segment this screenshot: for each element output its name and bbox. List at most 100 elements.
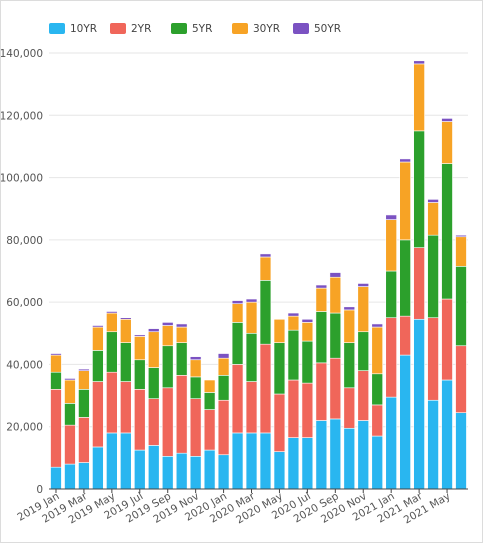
bar-segment-5yr[interactable] <box>329 312 342 359</box>
bar-segment-2yr[interactable] <box>329 357 342 420</box>
bar-segment-10yr[interactable] <box>371 435 383 490</box>
bar-segment-2yr[interactable] <box>120 381 132 434</box>
bar-segment-50yr[interactable] <box>64 378 76 381</box>
bar-segment-50yr[interactable] <box>287 312 300 317</box>
bar-segment-30yr[interactable] <box>189 359 202 378</box>
bar-segment-50yr[interactable] <box>231 300 244 305</box>
bar-segment-30yr[interactable] <box>385 219 397 272</box>
bar-segment-30yr[interactable] <box>148 331 160 368</box>
bar-segment-2yr[interactable] <box>315 362 328 421</box>
bar-segment-50yr[interactable] <box>259 253 272 258</box>
bar-segment-50yr[interactable] <box>189 356 202 361</box>
bar-segment-10yr[interactable] <box>231 432 244 490</box>
bar-segment-30yr[interactable] <box>175 326 188 343</box>
bar-segment-2yr[interactable] <box>50 389 62 468</box>
bar-segment-50yr[interactable] <box>175 323 188 328</box>
bar-segment-50yr[interactable] <box>245 298 258 303</box>
bar-segment-50yr[interactable] <box>217 353 230 359</box>
bar-segment-30yr[interactable] <box>120 318 132 343</box>
bar-segment-2yr[interactable] <box>245 381 258 434</box>
bar-segment-2yr[interactable] <box>385 317 397 398</box>
bar-segment-10yr[interactable] <box>64 463 76 490</box>
bar-segment-2yr[interactable] <box>343 387 356 429</box>
bar-segment-50yr[interactable] <box>148 328 160 333</box>
bar-segment-10yr[interactable] <box>175 452 188 490</box>
bar-segment-50yr[interactable] <box>134 334 146 337</box>
bar-segment-10yr[interactable] <box>385 396 397 490</box>
bar-segment-30yr[interactable] <box>455 236 467 267</box>
bar-segment-5yr[interactable] <box>427 234 439 319</box>
bar-segment-50yr[interactable] <box>78 368 90 371</box>
bar-segment-30yr[interactable] <box>441 121 453 164</box>
bar-segment-2yr[interactable] <box>175 375 188 454</box>
bar-segment-5yr[interactable] <box>301 340 314 384</box>
bar-segment-30yr[interactable] <box>78 370 90 390</box>
bar-segment-10yr[interactable] <box>161 455 174 490</box>
bar-segment-10yr[interactable] <box>134 449 146 490</box>
bar-segment-50yr[interactable] <box>357 283 369 287</box>
bar-segment-5yr[interactable] <box>175 342 188 376</box>
bar-segment-2yr[interactable] <box>399 315 411 356</box>
bar-segment-5yr[interactable] <box>287 329 300 381</box>
bar-segment-5yr[interactable] <box>161 345 174 389</box>
bar-segment-2yr[interactable] <box>441 298 453 381</box>
bar-segment-30yr[interactable] <box>287 315 300 331</box>
bar-segment-30yr[interactable] <box>64 379 76 404</box>
bar-segment-10yr[interactable] <box>189 455 202 490</box>
legend-item-5yr[interactable]: 5YR <box>171 23 212 35</box>
bar-segment-5yr[interactable] <box>148 367 160 399</box>
bar-segment-50yr[interactable] <box>301 318 314 323</box>
bar-segment-2yr[interactable] <box>287 379 300 438</box>
bar-segment-50yr[interactable] <box>441 118 453 122</box>
bar-segment-30yr[interactable] <box>413 63 425 132</box>
bar-segment-30yr[interactable] <box>259 256 272 281</box>
bar-segment-5yr[interactable] <box>78 389 90 418</box>
bar-segment-30yr[interactable] <box>217 357 230 376</box>
bar-segment-5yr[interactable] <box>64 403 76 426</box>
bar-segment-30yr[interactable] <box>245 301 258 334</box>
bar-segment-2yr[interactable] <box>134 389 146 451</box>
bar-segment-30yr[interactable] <box>161 325 174 347</box>
legend[interactable]: 10YR 2YR 5YR 30YR 50YR <box>49 23 341 35</box>
bar-segment-2yr[interactable] <box>106 371 118 434</box>
bar-segment-5yr[interactable] <box>203 392 216 410</box>
bar-segment-50yr[interactable] <box>371 323 383 328</box>
bar-segment-50yr[interactable] <box>413 60 425 65</box>
bar-segment-30yr[interactable] <box>357 286 369 333</box>
bar-segment-5yr[interactable] <box>134 359 146 390</box>
bar-segment-5yr[interactable] <box>413 130 425 248</box>
bar-segment-2yr[interactable] <box>273 393 286 452</box>
bar-segment-5yr[interactable] <box>245 332 258 382</box>
bar-segment-2yr[interactable] <box>78 417 90 463</box>
bar-segment-5yr[interactable] <box>385 270 397 319</box>
bar-segment-30yr[interactable] <box>273 318 286 343</box>
bar-segment-2yr[interactable] <box>371 404 383 437</box>
bar-segment-50yr[interactable] <box>329 272 342 278</box>
bar-segment-5yr[interactable] <box>106 331 118 373</box>
bar-segment-30yr[interactable] <box>203 379 216 393</box>
bar-segment-10yr[interactable] <box>413 318 425 490</box>
bar-segment-50yr[interactable] <box>50 353 62 356</box>
bar-segment-5yr[interactable] <box>50 371 62 390</box>
bar-segment-10yr[interactable] <box>78 462 90 490</box>
bar-segment-10yr[interactable] <box>329 418 342 490</box>
legend-item-30yr[interactable]: 30YR <box>232 23 280 35</box>
bar-segment-50yr[interactable] <box>92 325 104 328</box>
bar-segment-10yr[interactable] <box>287 437 300 490</box>
bar-segment-30yr[interactable] <box>231 303 244 323</box>
bar-segment-10yr[interactable] <box>50 466 62 490</box>
bar-segment-2yr[interactable] <box>231 364 244 434</box>
bar-segment-30yr[interactable] <box>134 336 146 361</box>
bar-segment-10yr[interactable] <box>315 420 328 490</box>
bar-segment-2yr[interactable] <box>148 398 160 446</box>
bar-segment-10yr[interactable] <box>357 420 369 490</box>
legend-item-2yr[interactable]: 2YR <box>110 23 151 35</box>
bar-segment-30yr[interactable] <box>329 276 342 314</box>
bar-segment-50yr[interactable] <box>315 284 328 289</box>
bar-segment-10yr[interactable] <box>427 399 439 490</box>
bar-segment-10yr[interactable] <box>455 412 467 490</box>
bar-segment-5yr[interactable] <box>357 331 369 371</box>
bar-segment-30yr[interactable] <box>371 326 383 375</box>
legend-item-10yr[interactable]: 10YR <box>49 23 97 35</box>
bar-segment-10yr[interactable] <box>441 379 453 490</box>
